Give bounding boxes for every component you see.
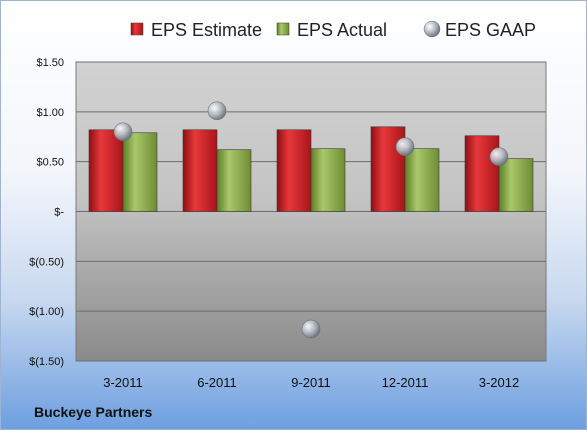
y-tick-label: $(1.50): [29, 356, 64, 368]
bar-eps-actual: [122, 132, 158, 212]
legend-label: EPS GAAP: [445, 20, 536, 40]
bar-eps-estimate: [464, 135, 500, 212]
gaap-points: [113, 101, 509, 339]
legend-label: EPS Actual: [297, 20, 387, 40]
y-tick-label: $(0.50): [29, 256, 64, 268]
bar-eps-estimate: [88, 129, 124, 212]
bars: [88, 126, 534, 212]
bar-eps-actual: [498, 158, 534, 212]
x-tick-label: 6-2011: [197, 375, 237, 390]
x-tick-label: 3-2012: [479, 375, 519, 390]
bar-eps-estimate: [276, 129, 312, 212]
legend: EPS Estimate EPS Actual EPS GAAP: [130, 20, 536, 40]
x-axis: 3-2011 6-2011 9-2011 12-2011 3-2012: [103, 375, 519, 390]
y-tick-label: $0.50: [36, 157, 64, 169]
bar-eps-actual: [310, 148, 346, 212]
point-eps-gaap: [207, 101, 227, 121]
point-eps-gaap: [301, 319, 321, 339]
legend-label: EPS Estimate: [151, 20, 262, 40]
legend-swatch: [423, 20, 441, 38]
x-tick-label: 3-2011: [103, 375, 143, 390]
bar-eps-actual: [404, 148, 440, 212]
y-tick-label: $-: [54, 207, 64, 219]
point-eps-gaap: [489, 147, 509, 166]
y-tick-label: $1.50: [36, 57, 64, 69]
y-axis: $1.50 $1.00 $0.50 $- $(0.50) $(1.00) $(1.50): [29, 57, 64, 368]
point-eps-gaap: [395, 137, 415, 157]
company-label: Buckeye Partners: [34, 404, 153, 420]
point-eps-gaap: [113, 122, 133, 142]
legend-swatch: [276, 22, 290, 36]
bar-eps-estimate: [182, 129, 218, 212]
legend-swatch: [130, 22, 144, 36]
gridlines: [76, 61, 546, 362]
y-tick-label: $(1.00): [29, 306, 64, 318]
bar-eps-actual: [216, 149, 252, 212]
x-tick-label: 9-2011: [291, 375, 331, 390]
x-tick-label: 12-2011: [382, 375, 429, 390]
y-tick-label: $1.00: [36, 107, 64, 119]
